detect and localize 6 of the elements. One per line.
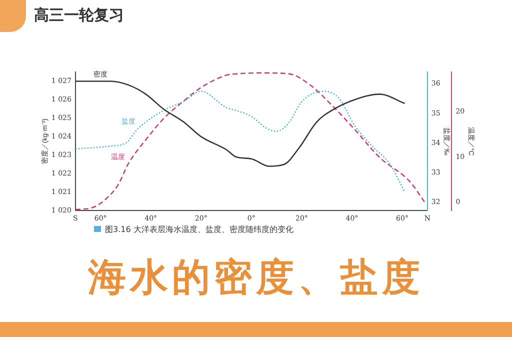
line-series [75,72,426,210]
text: 海水的密度、盐度 [86,254,425,301]
line-series [75,90,406,193]
chart-subtitle: 高三一轮复习 [34,6,124,25]
caption: 图3.16 大洋表层海水温度、盐度、密度随纬度的变化 [104,224,294,235]
line-series [75,80,406,167]
